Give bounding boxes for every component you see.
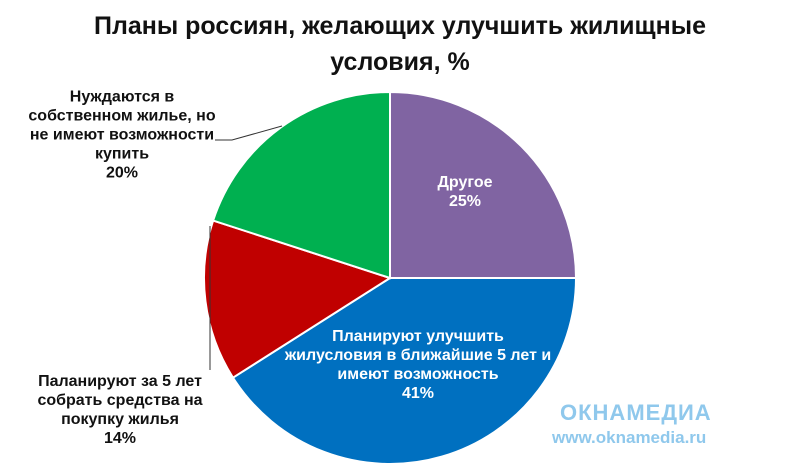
pie-slice	[389, 90, 578, 279]
value-label: 25%	[448, 193, 482, 210]
pie-slice	[231, 277, 578, 465]
chart-title: Планы россиян, желающих улучшить жилищны…	[94, 12, 706, 76]
slice-label: Нуждаются в собственном жилье, но не име…	[27, 88, 217, 183]
value-label: 41%	[401, 385, 435, 402]
watermark-url: www.oknamedia.ru	[552, 428, 707, 447]
value-label: 20%	[105, 164, 139, 182]
category-label: Другое	[437, 174, 493, 191]
value-label: 14%	[103, 430, 137, 447]
pie-slice	[211, 90, 391, 280]
slice-label: Планируют улучшить жилусловия в ближайши…	[283, 327, 553, 403]
category-label: Нуждаются в собственном жилье, но не име…	[28, 88, 216, 163]
leader-line	[215, 125, 283, 141]
watermark-brand: ОКНАМЕДИА	[560, 400, 712, 425]
category-label: Планируют улучшить жилусловия в ближайши…	[284, 328, 552, 383]
slice-label: Паланируют за 5 лет собрать средства на …	[5, 372, 235, 448]
slice-label: Другое 25%	[390, 173, 540, 211]
category-label: Паланируют за 5 лет собрать средства на …	[37, 373, 203, 428]
